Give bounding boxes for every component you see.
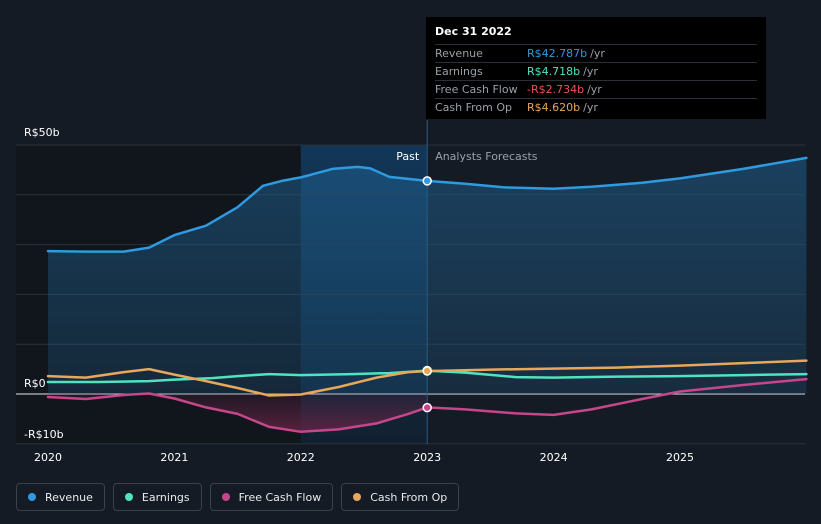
legend-label: Earnings (141, 490, 190, 504)
x-tick-label: 2024 (540, 451, 568, 464)
legend: Revenue Earnings Free Cash Flow Cash Fro… (16, 483, 460, 511)
tooltip-unit: /yr (583, 101, 598, 114)
tooltip-value: -R$2.734b (527, 83, 585, 96)
revenue-line (46, 156, 808, 253)
tooltip-date: Dec 31 2022 (435, 25, 512, 38)
revenue-marker (422, 176, 432, 186)
cash-from-op-marker (422, 366, 432, 376)
tooltip-unit: /yr (590, 47, 605, 60)
legend-item-cash-from-op[interactable]: Cash From Op (341, 483, 460, 511)
cash-from-op-line (46, 359, 808, 397)
tooltip-row-earnings: Earnings R$4.718b /yr (435, 62, 757, 80)
revenue-dot-icon (28, 493, 36, 501)
x-tick-label: 2025 (666, 451, 694, 464)
free-cash-flow-line (46, 377, 808, 434)
tooltip-label: Revenue (435, 47, 483, 60)
x-tick-label: 2021 (160, 451, 188, 464)
free-cash-flow-marker (422, 402, 432, 413)
tooltip-label: Cash From Op (435, 101, 513, 114)
x-tick-label: 2020 (34, 451, 62, 464)
earnings-line (46, 369, 808, 384)
tooltip-label: Free Cash Flow (435, 83, 518, 96)
x-tick-label: 2023 (413, 451, 441, 464)
tooltip-unit: /yr (583, 65, 598, 78)
past-label: Past (396, 150, 420, 163)
legend-label: Cash From Op (370, 490, 448, 504)
free-cash-flow-dot-icon (221, 493, 230, 501)
tooltip-value: R$4.718b (527, 65, 581, 78)
tooltip: Dec 31 2022 Revenue R$42.787b /yr Earnin… (426, 17, 766, 119)
tooltip-value: R$4.620b (527, 101, 581, 114)
earnings-dot-icon (124, 493, 133, 501)
tooltip-value: R$42.787b (527, 47, 588, 60)
legend-item-earnings[interactable]: Earnings (112, 483, 202, 511)
y-tick-label: R$50b (24, 126, 60, 139)
x-tick-label: 2022 (287, 451, 315, 464)
tooltip-label: Earnings (435, 65, 483, 78)
legend-label: Free Cash Flow (238, 490, 322, 504)
tooltip-row-free-cash-flow: Free Cash Flow -R$2.734b /yr (435, 80, 757, 98)
legend-label: Revenue (45, 490, 93, 504)
legend-item-revenue[interactable]: Revenue (16, 483, 105, 511)
y-tick-label: -R$10b (24, 428, 64, 441)
revenue-area (48, 157, 807, 394)
tooltip-row-cash-from-op: Cash From Op R$4.620b /yr (435, 98, 757, 116)
forecast-label: Analysts Forecasts (435, 150, 538, 163)
legend-item-free-cash-flow[interactable]: Free Cash Flow (209, 483, 334, 511)
y-tick-label: R$0 (24, 377, 46, 390)
tooltip-row-revenue: Revenue R$42.787b /yr (435, 44, 757, 62)
cash-from-op-dot-icon (353, 493, 362, 501)
tooltip-unit: /yr (587, 83, 602, 96)
